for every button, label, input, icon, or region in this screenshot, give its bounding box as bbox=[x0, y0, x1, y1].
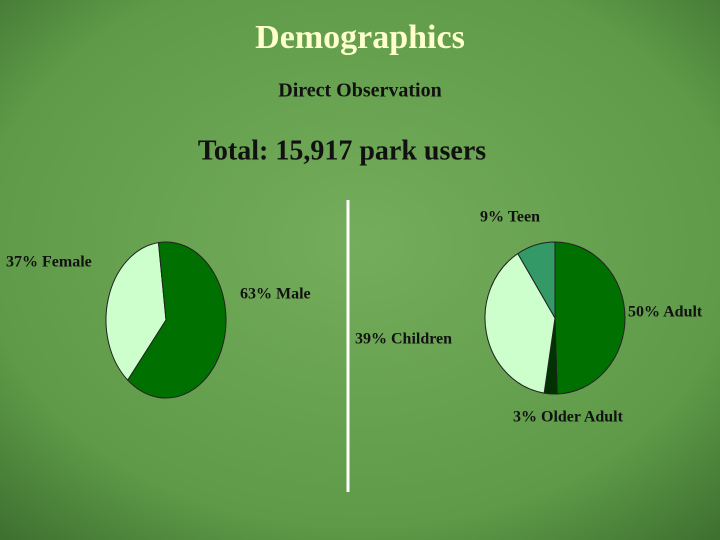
total: Total: 15,917 park users bbox=[198, 135, 486, 166]
pie-slice bbox=[554, 241, 626, 395]
slice-label: 3% Older Adult bbox=[513, 409, 624, 426]
pie-slice bbox=[105, 242, 167, 381]
slice-label: 39% Children bbox=[355, 331, 452, 348]
slice-label: 63% Male bbox=[240, 286, 311, 303]
title: Demographics bbox=[255, 19, 465, 56]
slice-label: 9% Teen bbox=[480, 209, 540, 226]
subtitle: Direct Observation bbox=[278, 80, 442, 102]
slice-label: 37% Female bbox=[6, 254, 92, 271]
slice-label: 50% Adult bbox=[628, 304, 703, 321]
pie-slice bbox=[127, 241, 227, 399]
pie-slice bbox=[517, 241, 556, 320]
